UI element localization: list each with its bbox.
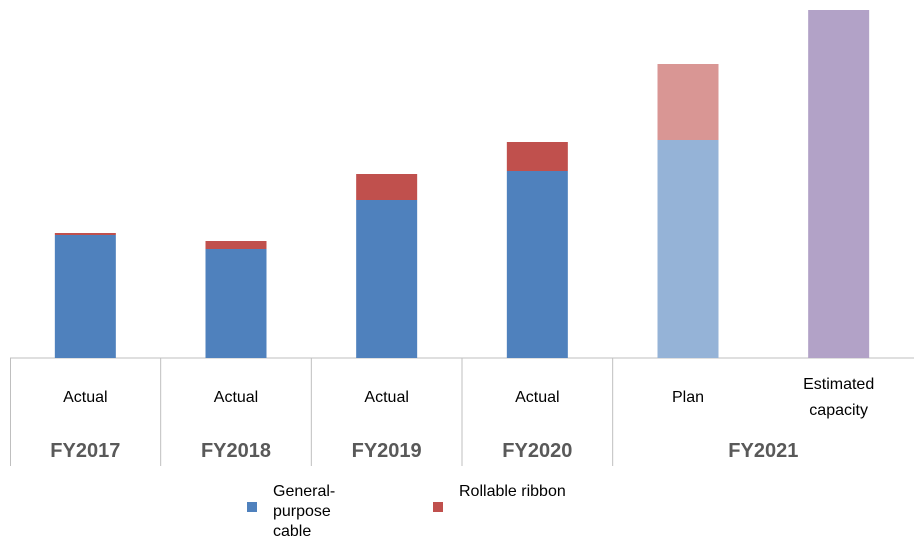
bar — [506, 142, 568, 171]
bar — [506, 171, 568, 358]
group-label: FY2020 — [502, 440, 573, 462]
group-label: FY2021 — [728, 440, 799, 462]
bar — [205, 241, 267, 249]
x-tick-label: Actual — [364, 389, 409, 406]
bar — [657, 64, 719, 140]
legend-swatch — [247, 502, 257, 512]
group-label: FY2019 — [351, 440, 422, 462]
bar — [54, 233, 116, 235]
bar — [356, 200, 418, 358]
group-label: FY2017 — [50, 440, 121, 462]
group-label: FY2018 — [200, 440, 272, 462]
legend-label: Rollable ribbon — [459, 483, 566, 500]
x-tick-label: Plan — [671, 389, 705, 406]
x-tick-label: Estimated capacity — [803, 376, 875, 419]
x-tick-label: Actual — [213, 389, 259, 406]
legend-swatch — [433, 502, 443, 512]
bar — [54, 235, 116, 358]
bar — [808, 10, 870, 358]
legend-label: General-purpose cable — [273, 483, 336, 540]
bar — [657, 140, 719, 358]
x-tick-label: Actual — [515, 389, 560, 406]
bar — [205, 249, 267, 358]
bar — [356, 174, 418, 200]
x-tick-label: Actual — [63, 389, 108, 406]
